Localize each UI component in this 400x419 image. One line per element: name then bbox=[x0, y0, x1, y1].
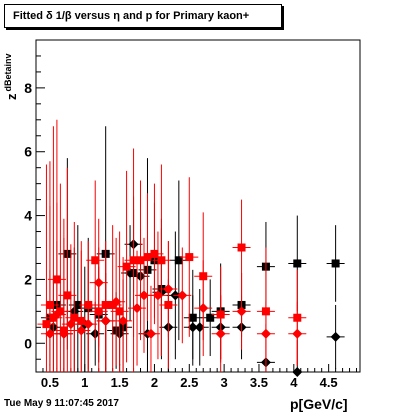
data-point-diamond bbox=[177, 290, 188, 301]
y-tick-label: 2 bbox=[24, 271, 32, 287]
data-point-square bbox=[70, 313, 79, 322]
x-tick-label: 3 bbox=[221, 375, 228, 390]
data-point-square bbox=[108, 300, 117, 309]
x-tick-label: 1.5 bbox=[111, 375, 129, 390]
data-point-square bbox=[122, 262, 131, 271]
x-tick-label: 1 bbox=[81, 375, 88, 390]
x-tick-label: 2 bbox=[151, 375, 158, 390]
timestamp-footer: Tue May 9 11:07:45 2017 bbox=[4, 398, 119, 409]
chart-title: Fitted δ 1/β versus η and p for Primary … bbox=[13, 10, 250, 22]
data-point-diamond bbox=[145, 328, 156, 339]
data-point-square bbox=[331, 259, 340, 268]
data-point-diamond bbox=[292, 367, 303, 377]
data-point-square bbox=[73, 300, 82, 309]
data-point-square bbox=[185, 253, 194, 262]
data-point-square bbox=[136, 256, 145, 265]
y-tick-label: 6 bbox=[24, 144, 32, 160]
x-axis-title: p[GeV/c] bbox=[290, 396, 348, 412]
data-point-square bbox=[157, 256, 166, 265]
data-point-square bbox=[237, 243, 246, 252]
data-point-square bbox=[91, 256, 100, 265]
data-point-diamond bbox=[51, 309, 62, 320]
data-point-diamond bbox=[132, 303, 143, 314]
x-tick-label: 4 bbox=[290, 375, 298, 390]
data-point-diamond bbox=[163, 284, 174, 294]
data-point-square bbox=[293, 259, 302, 268]
data-point-square bbox=[150, 249, 159, 258]
data-point-diamond bbox=[76, 325, 87, 336]
data-point-diamond bbox=[292, 328, 303, 339]
data-point-diamond bbox=[65, 319, 76, 330]
x-tick-label: 3.5 bbox=[250, 375, 268, 390]
data-point-diamond bbox=[152, 290, 163, 301]
data-point-square bbox=[42, 320, 51, 329]
data-point-square bbox=[49, 313, 58, 322]
data-point-diamond bbox=[111, 296, 122, 307]
data-point-diamond bbox=[236, 306, 247, 317]
data-point-diamond bbox=[44, 328, 55, 339]
y-tick-label: 0 bbox=[24, 335, 32, 351]
data-point-diamond bbox=[198, 303, 209, 314]
data-point-diamond bbox=[83, 319, 94, 330]
data-point-diamond bbox=[330, 331, 341, 342]
data-point-diamond bbox=[118, 315, 129, 326]
data-point-square bbox=[56, 307, 65, 316]
data-point-square bbox=[115, 307, 124, 316]
data-point-diamond bbox=[93, 277, 104, 288]
data-point-diamond bbox=[100, 315, 111, 326]
data-point-diamond bbox=[194, 322, 205, 333]
data-point-square bbox=[174, 256, 183, 265]
title-box: Fitted δ 1/β versus η and p for Primary … bbox=[4, 4, 282, 28]
x-tick-label: 2.5 bbox=[180, 375, 198, 390]
data-point-diamond bbox=[58, 328, 69, 339]
data-point-diamond bbox=[260, 328, 271, 339]
data-point-diamond bbox=[215, 328, 226, 339]
data-point-square bbox=[206, 313, 215, 322]
data-point-square bbox=[63, 291, 72, 300]
data-point-diamond bbox=[139, 290, 149, 301]
y-axis-title: zdBetainv bbox=[3, 53, 19, 100]
x-tick-label: 4.5 bbox=[320, 375, 338, 390]
plot-frame bbox=[35, 39, 361, 373]
y-tick-label: 8 bbox=[24, 80, 32, 96]
data-point-square bbox=[143, 253, 152, 262]
y-tick-label: 4 bbox=[24, 208, 32, 224]
x-tick-label: 0.5 bbox=[41, 375, 59, 390]
